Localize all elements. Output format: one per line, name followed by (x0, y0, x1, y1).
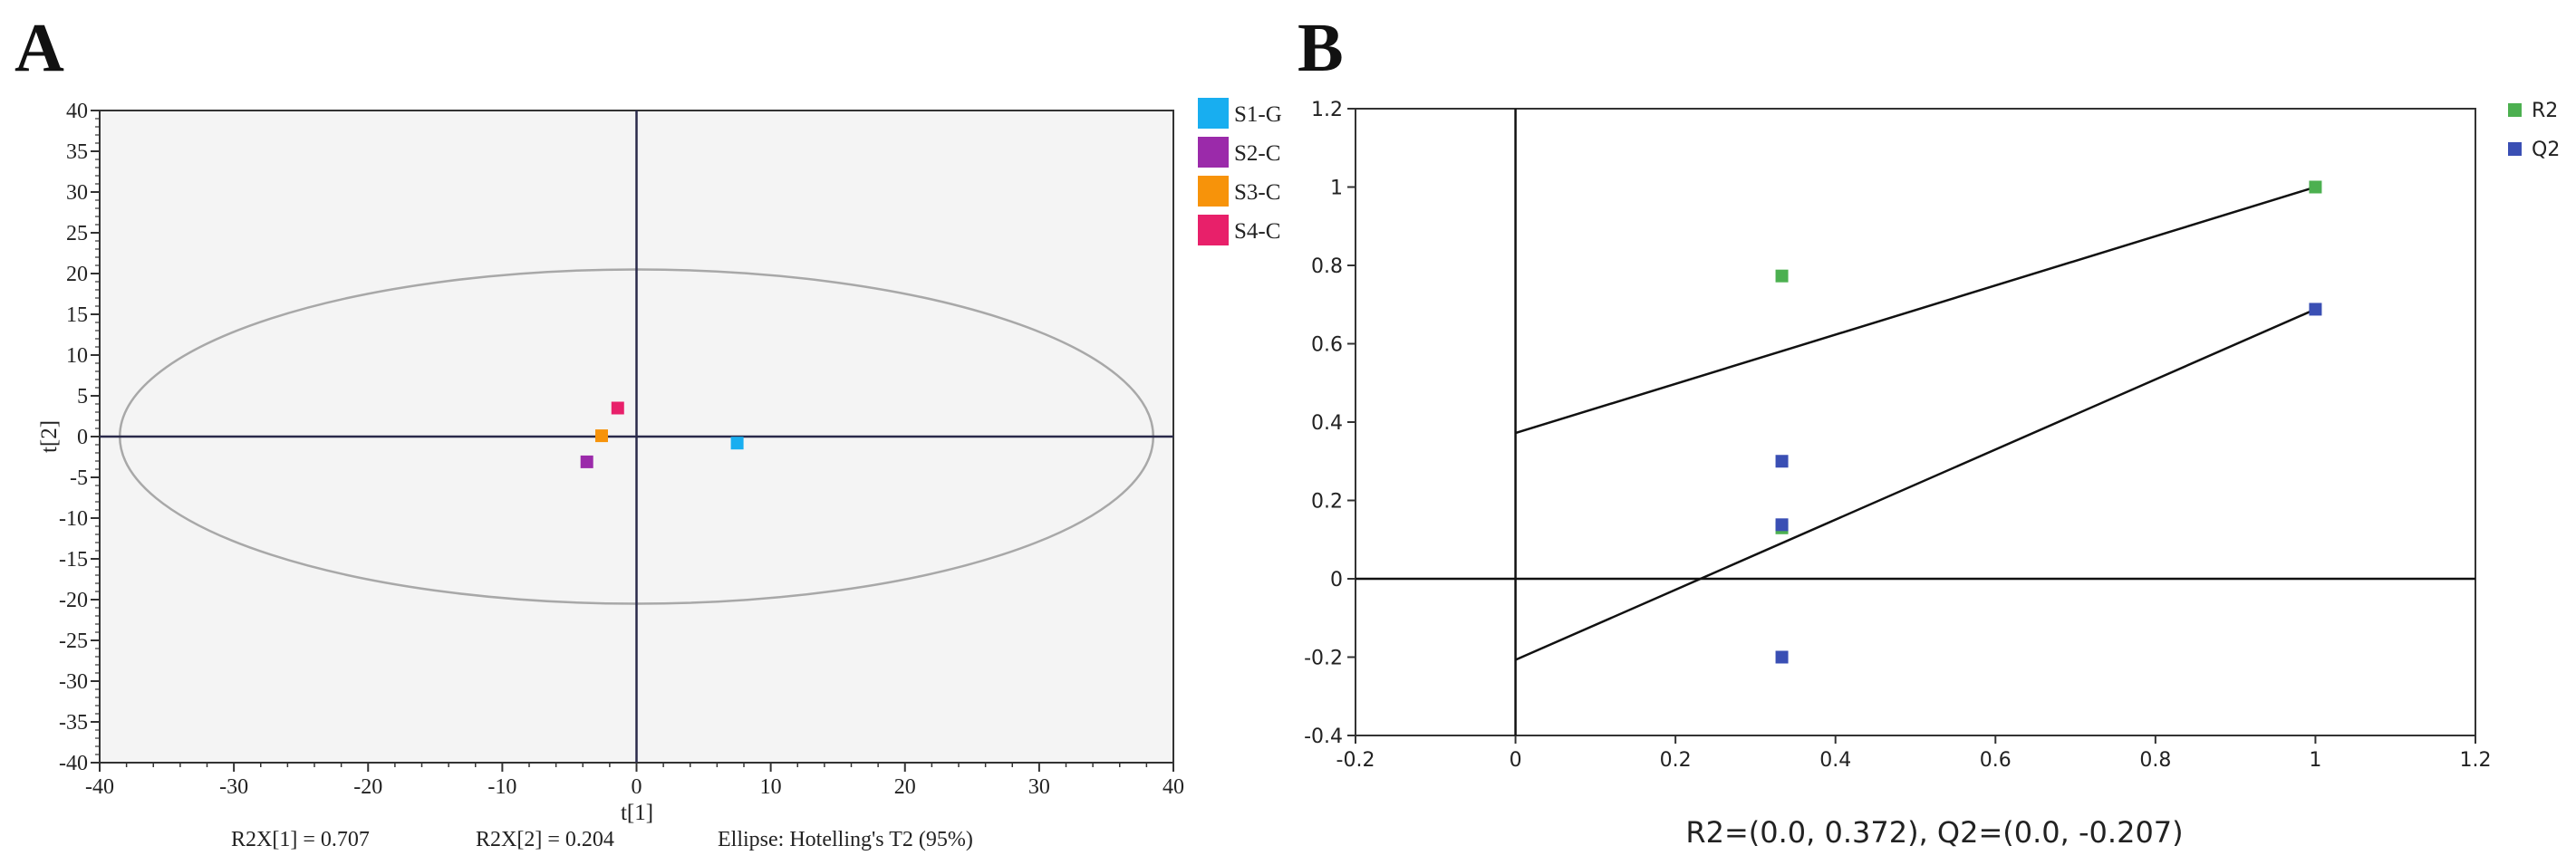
permutation-point-q2 (1775, 518, 1789, 532)
panel-label-a: A (14, 10, 64, 86)
panel-label-b: B (1298, 10, 1344, 86)
pca-y-tick-label: 30 (66, 181, 88, 205)
pca-point-s3-c (594, 429, 608, 443)
pca-x-tick-label: 0 (632, 775, 642, 799)
pca-y-tick-label: 20 (66, 263, 88, 286)
pca-x-tick-label: -30 (219, 775, 248, 799)
pca-x-tick-label: 30 (1028, 775, 1050, 799)
regression-line-q2 (1515, 308, 2316, 661)
pca-x-axis-label: t[1] (621, 801, 653, 825)
pca-y-tick-label: -40 (59, 752, 88, 775)
pca-legend-label-s3-c: S3-C (1234, 180, 1280, 205)
pca-y-tick-label: 25 (66, 222, 88, 245)
permutation-x-tick-label: 1.2 (2460, 749, 2492, 772)
pca-legend-label-s2-c: S2-C (1234, 141, 1280, 166)
permutation-x-tick-label: 0.2 (1660, 749, 1692, 772)
pca-y-tick-label: 15 (66, 303, 88, 327)
permutation-points (1775, 180, 2322, 664)
pca-x-tick-label: 10 (760, 775, 782, 799)
pca-y-tick-label: -35 (59, 711, 88, 735)
pca-y-tick-label: -10 (59, 507, 88, 531)
permutation-zero-axes (1356, 109, 2475, 735)
permutation-legend-swatch-q2 (2508, 142, 2522, 156)
pca-footer-r2x1: R2X[1] = 0.707 (231, 828, 370, 851)
permutation-y-tick-label: 0 (1330, 569, 1343, 591)
pca-y-tick-label: 40 (66, 100, 88, 123)
permutation-point-r2 (2309, 180, 2322, 194)
pca-y-tick-label: 5 (77, 385, 88, 408)
permutation-y-tick-label: -0.2 (1304, 648, 1343, 670)
permutation-x-tick-label: 0 (1510, 749, 1522, 772)
pca-score-plot: -40 -30 -20 -10 0 10 20 30 40 -40 -35 -30 -25 -20 -15 -… (37, 98, 1282, 851)
pca-legend-swatch-s1-g (1198, 98, 1229, 129)
pca-zero-axes (100, 111, 1173, 763)
regression-lines (1515, 186, 2316, 661)
permutation-point-q2 (2309, 303, 2322, 316)
permutation-footer: R2=(0.0, 0.372), Q2=(0.0, -0.207) (1685, 815, 2183, 850)
permutation-y-tick-label: 0.6 (1311, 334, 1343, 357)
pca-point-s4-c (611, 401, 624, 415)
pca-y-tick-label: -25 (59, 630, 88, 653)
permutation-y-tick-label: 0.4 (1311, 412, 1343, 435)
pca-legend-label-s1-g: S1-G (1234, 102, 1282, 127)
pca-point-s1-g (730, 437, 744, 450)
pca-point-s2-c (580, 455, 593, 468)
pca-axis-ticks: -40 -30 -20 -10 0 10 20 30 40 -40 -35 -30 -25 -20 -15 -… (59, 100, 1184, 799)
pca-x-tick-label: 20 (894, 775, 916, 799)
permutation-plot: -0.2 0 0.2 0.4 0.6 0.8 1 1.2-0.4-0.200.20.40.60… (1304, 99, 2560, 850)
permutation-legend-swatch-r2 (2508, 103, 2522, 117)
permutation-legend-label-q2: Q2 (2532, 139, 2560, 161)
pca-x-tick-label: -40 (85, 775, 114, 799)
pca-y-tick-label: 0 (77, 426, 88, 449)
permutation-x-tick-label: 0.8 (2139, 749, 2171, 772)
pca-points (580, 401, 744, 468)
permutation-x-tick-label: -0.2 (1336, 749, 1375, 772)
pca-y-tick-label: -15 (59, 548, 88, 572)
pca-legend-swatch-s4-c (1198, 215, 1229, 245)
pca-x-tick-label: 40 (1163, 775, 1184, 799)
permutation-y-tick-label: 0.8 (1311, 255, 1343, 278)
permutation-y-tick-label: 0.2 (1311, 491, 1343, 514)
pca-footer-r2x2: R2X[2] = 0.204 (476, 828, 614, 851)
permutation-point-q2 (1775, 650, 1789, 664)
permutation-plot-area (1355, 108, 2476, 736)
pca-footer-ellipse: Ellipse: Hotelling's T2 (95%) (718, 828, 973, 851)
permutation-y-tick-label: -0.4 (1304, 726, 1343, 748)
pca-x-tick-label: -10 (487, 775, 516, 799)
permutation-legend: R2 Q2 (2508, 100, 2560, 161)
pca-legend-swatch-s3-c (1198, 176, 1229, 207)
pca-legend-swatch-s2-c (1198, 137, 1229, 168)
permutation-y-tick-label: 1 (1330, 178, 1343, 200)
pca-y-tick-label: -5 (70, 466, 88, 490)
regression-line-r2 (1515, 186, 2316, 435)
pca-x-tick-label: -20 (353, 775, 382, 799)
permutation-legend-label-r2: R2 (2532, 100, 2558, 122)
permutation-x-tick-label: 0.6 (1980, 749, 2012, 772)
pca-y-tick-label: 35 (66, 140, 88, 164)
permutation-x-tick-label: 0.4 (1819, 749, 1851, 772)
permutation-point-r2 (1775, 269, 1789, 283)
permutation-x-tick-label: 1 (2309, 749, 2321, 772)
pca-legend: S1-G S2-C S3-C S4-C (1198, 98, 1282, 245)
permutation-point-q2 (1775, 455, 1789, 468)
pca-y-tick-label: -20 (59, 589, 88, 612)
permutation-axis-ticks: -0.2 0 0.2 0.4 0.6 0.8 1 1.2-0.4-0.200.20.40.60… (1304, 99, 2491, 772)
pca-y-axis-label: t[2] (37, 420, 62, 453)
pca-y-tick-label: 10 (66, 344, 88, 368)
permutation-y-tick-label: 1.2 (1311, 99, 1343, 121)
pca-legend-label-s4-c: S4-C (1234, 219, 1280, 244)
pca-y-tick-label: -30 (59, 670, 88, 694)
